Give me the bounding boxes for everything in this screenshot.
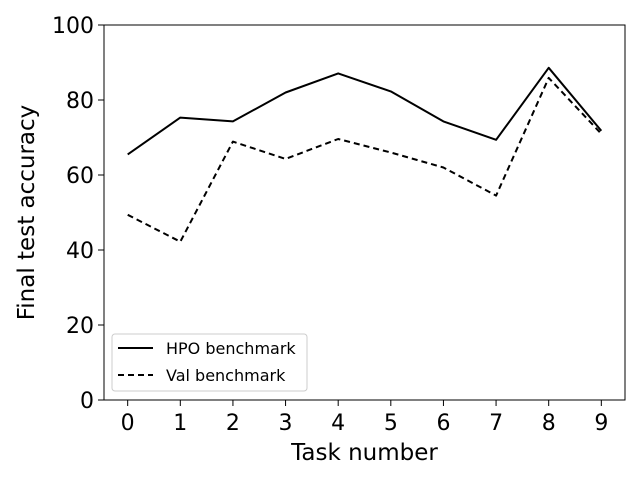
y-tick-label: 60 bbox=[66, 164, 94, 189]
y-tick-label: 20 bbox=[66, 314, 94, 339]
series-line-hpo bbox=[127, 66, 603, 156]
legend-label-hpo: HPO benchmark bbox=[166, 339, 296, 358]
x-axis-label: Task number bbox=[290, 440, 438, 466]
x-tick-label: 8 bbox=[542, 411, 556, 436]
x-tick-label: 1 bbox=[173, 411, 187, 436]
x-tick-label: 0 bbox=[121, 411, 135, 436]
y-tick-label: 0 bbox=[80, 389, 94, 414]
series-lines bbox=[127, 66, 603, 243]
series-line-val bbox=[127, 76, 603, 243]
x-tick-label: 2 bbox=[226, 411, 240, 436]
y-axis-label: Final test accuracy bbox=[14, 105, 40, 321]
legend: HPO benchmark Val benchmark bbox=[111, 333, 308, 392]
legend-box bbox=[111, 333, 308, 392]
legend-label-val: Val benchmark bbox=[166, 366, 286, 385]
x-tick-label: 9 bbox=[594, 411, 608, 436]
y-tick-label: 80 bbox=[66, 89, 94, 114]
y-tick-label: 100 bbox=[52, 14, 94, 39]
x-tick-label: 3 bbox=[279, 411, 293, 436]
x-tick-label: 7 bbox=[489, 411, 503, 436]
x-tick-label: 6 bbox=[436, 411, 450, 436]
x-tick-label: 4 bbox=[331, 411, 345, 436]
x-axis: 0 1 2 3 4 5 6 7 8 9 bbox=[121, 400, 608, 436]
x-tick-label: 5 bbox=[384, 411, 398, 436]
y-tick-label: 40 bbox=[66, 239, 94, 264]
y-axis: 0 20 40 60 80 100 bbox=[52, 14, 104, 414]
